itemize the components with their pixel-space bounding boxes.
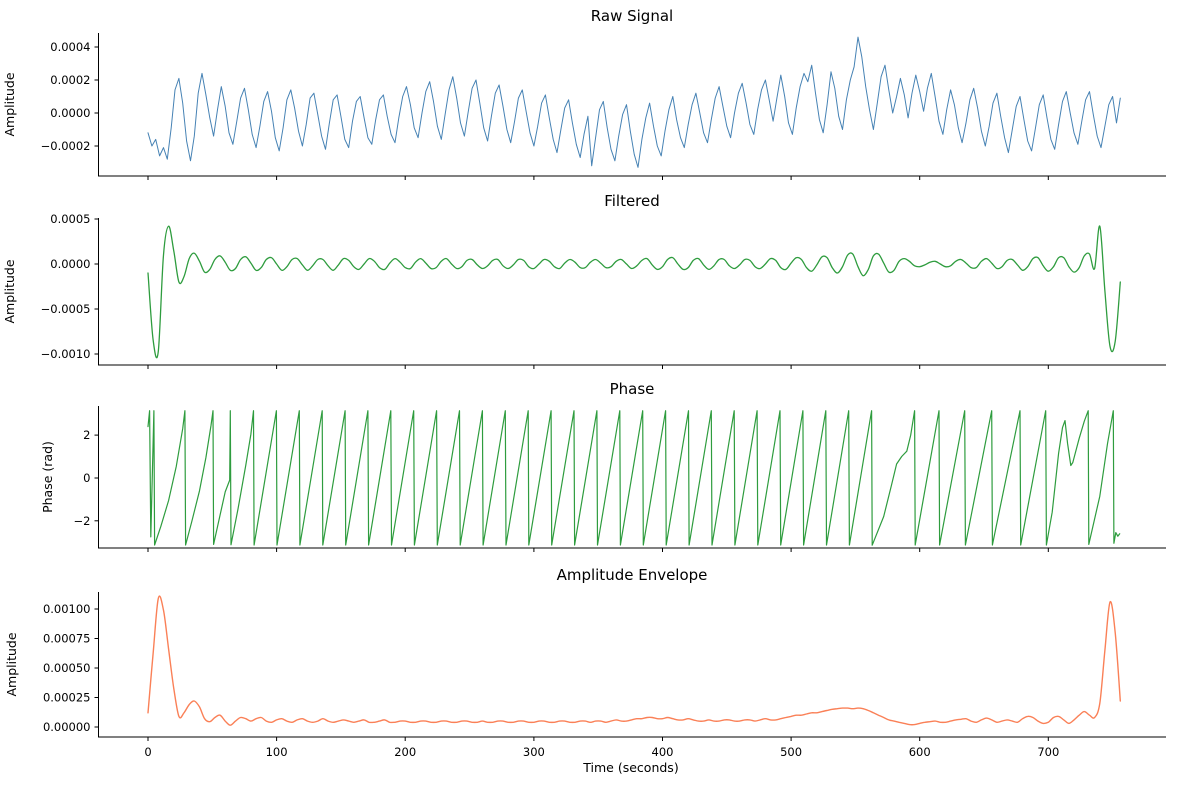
subplot-title-filtered: Filtered <box>604 192 660 210</box>
subplot-title-phase: Phase <box>610 380 655 398</box>
subplot-amplitude-envelope: Amplitude Envelope Amplitude 0.001000.00… <box>4 566 1166 759</box>
y-tick-label: 0.00075 <box>43 632 91 646</box>
x-tick-label: 600 <box>909 745 931 759</box>
axis-spines <box>98 592 1166 738</box>
series-line-2 <box>147 410 1121 546</box>
x-tick-label: 300 <box>523 745 545 759</box>
x-axis-label: Time (seconds) <box>582 760 678 775</box>
y-tick-label: −0.0002 <box>41 139 91 153</box>
axis-spines <box>98 218 1166 366</box>
y-tick-label: −2 <box>74 514 91 528</box>
subplot-phase: Phase Phase (rad) 2 0 −2 <box>40 380 1166 552</box>
x-tick-label: 400 <box>652 745 674 759</box>
series-line-3 <box>147 595 1121 726</box>
y-tick-label: 0.00050 <box>43 661 91 675</box>
subplot-raw-signal: Raw Signal Amplitude 0.0004 0.0002 0.0000 −… <box>2 7 1166 180</box>
axes-phase: 2 0 −2 <box>74 406 1166 552</box>
x-tick-label: 700 <box>1037 745 1059 759</box>
y-tick-label: 0 <box>83 471 90 485</box>
y-tick-label: 0.0000 <box>50 257 90 271</box>
axes-filtered: 0.0005 0.0000 −0.0005 −0.0010 <box>41 212 1166 369</box>
y-axis-label-phase: Phase (rad) <box>40 441 55 513</box>
axes-raw-signal: 0.0004 0.0002 0.0000 −0.0002 <box>41 33 1166 180</box>
y-tick-label: 0.0005 <box>50 212 90 226</box>
y-axis-label-filtered: Amplitude <box>2 259 17 323</box>
y-axis-label-amplitude-envelope: Amplitude <box>4 632 19 696</box>
y-tick-label: 0.00100 <box>43 602 91 616</box>
axis-spines <box>98 406 1166 549</box>
y-tick-label: 2 <box>83 428 90 442</box>
subplot-filtered: Filtered Amplitude 0.0005 0.0000 −0.0005 −0… <box>2 192 1166 369</box>
series-line-0 <box>147 36 1121 168</box>
x-tick-label: 500 <box>780 745 802 759</box>
x-tick-label: 0 <box>144 745 151 759</box>
subplot-title-amplitude-envelope: Amplitude Envelope <box>557 566 708 584</box>
y-tick-label: 0.00000 <box>43 720 91 734</box>
axes-amplitude-envelope: 0.00100 0.00075 0.00050 0.00025 0.00000 0 100 2… <box>43 592 1166 759</box>
y-tick-label: −0.0010 <box>41 347 91 361</box>
x-tick-label: 200 <box>394 745 416 759</box>
y-tick-label: 0.0004 <box>50 40 90 54</box>
subplot-title-raw-signal: Raw Signal <box>591 7 673 25</box>
y-axis-label-raw-signal: Amplitude <box>2 72 17 136</box>
series-line-1 <box>147 225 1121 359</box>
y-tick-label: −0.0005 <box>41 302 91 316</box>
x-tick-label: 100 <box>266 745 288 759</box>
y-tick-label: 0.0002 <box>50 73 90 87</box>
y-tick-label: 0.00025 <box>43 691 91 705</box>
y-tick-label: 0.0000 <box>50 106 90 120</box>
axis-spines <box>98 33 1166 177</box>
